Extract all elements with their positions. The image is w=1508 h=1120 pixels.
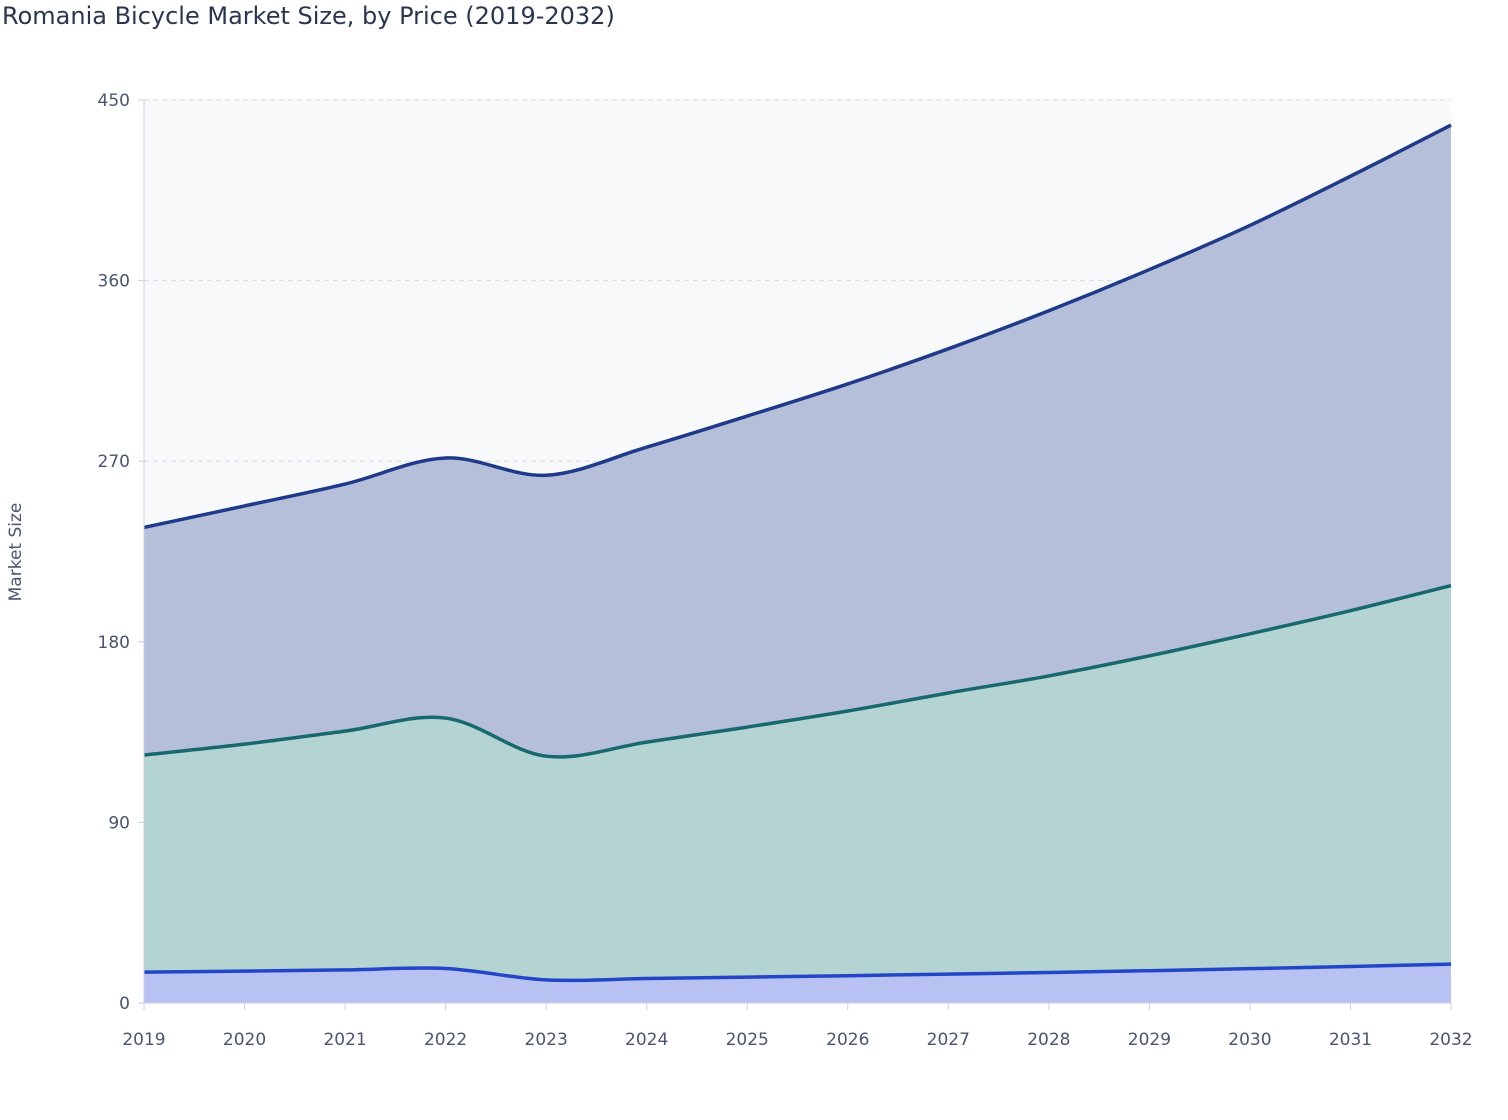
x-tick-label: 2023 — [525, 1030, 568, 1050]
chart-title: Romania Bicycle Market Size, by Price (2… — [2, 2, 615, 30]
area-series-2 — [144, 585, 1451, 981]
x-tick-label: 2022 — [424, 1030, 467, 1050]
x-tick-label: 2021 — [323, 1030, 366, 1050]
x-tick-label: 2028 — [1027, 1030, 1070, 1050]
x-tick-label: 2026 — [826, 1030, 869, 1050]
y-tick-label: 360 — [98, 272, 130, 292]
y-tick-label: 450 — [98, 91, 130, 111]
y-tick-label: 0 — [119, 994, 130, 1014]
line-series-3 — [143, 123, 1452, 530]
line-series-1 — [143, 962, 1452, 983]
x-tick-label: 2031 — [1329, 1030, 1372, 1050]
x-tick-label: 2024 — [625, 1030, 668, 1050]
x-tick-label: 2032 — [1429, 1030, 1472, 1050]
y-tick-label: 90 — [108, 813, 130, 833]
x-tick-label: 2029 — [1128, 1030, 1171, 1050]
x-tick-label: 2025 — [726, 1030, 769, 1050]
y-tick-label: 180 — [98, 633, 130, 653]
x-tick-label: 2030 — [1228, 1030, 1271, 1050]
area-series-1 — [144, 964, 1451, 1003]
y-tick-label: 270 — [98, 452, 130, 472]
line-series-2 — [143, 583, 1452, 759]
x-tick-label: 2027 — [927, 1030, 970, 1050]
area-series-3 — [144, 125, 1451, 757]
x-tick-label: 2020 — [223, 1030, 266, 1050]
x-tick-label: 2019 — [122, 1030, 165, 1050]
